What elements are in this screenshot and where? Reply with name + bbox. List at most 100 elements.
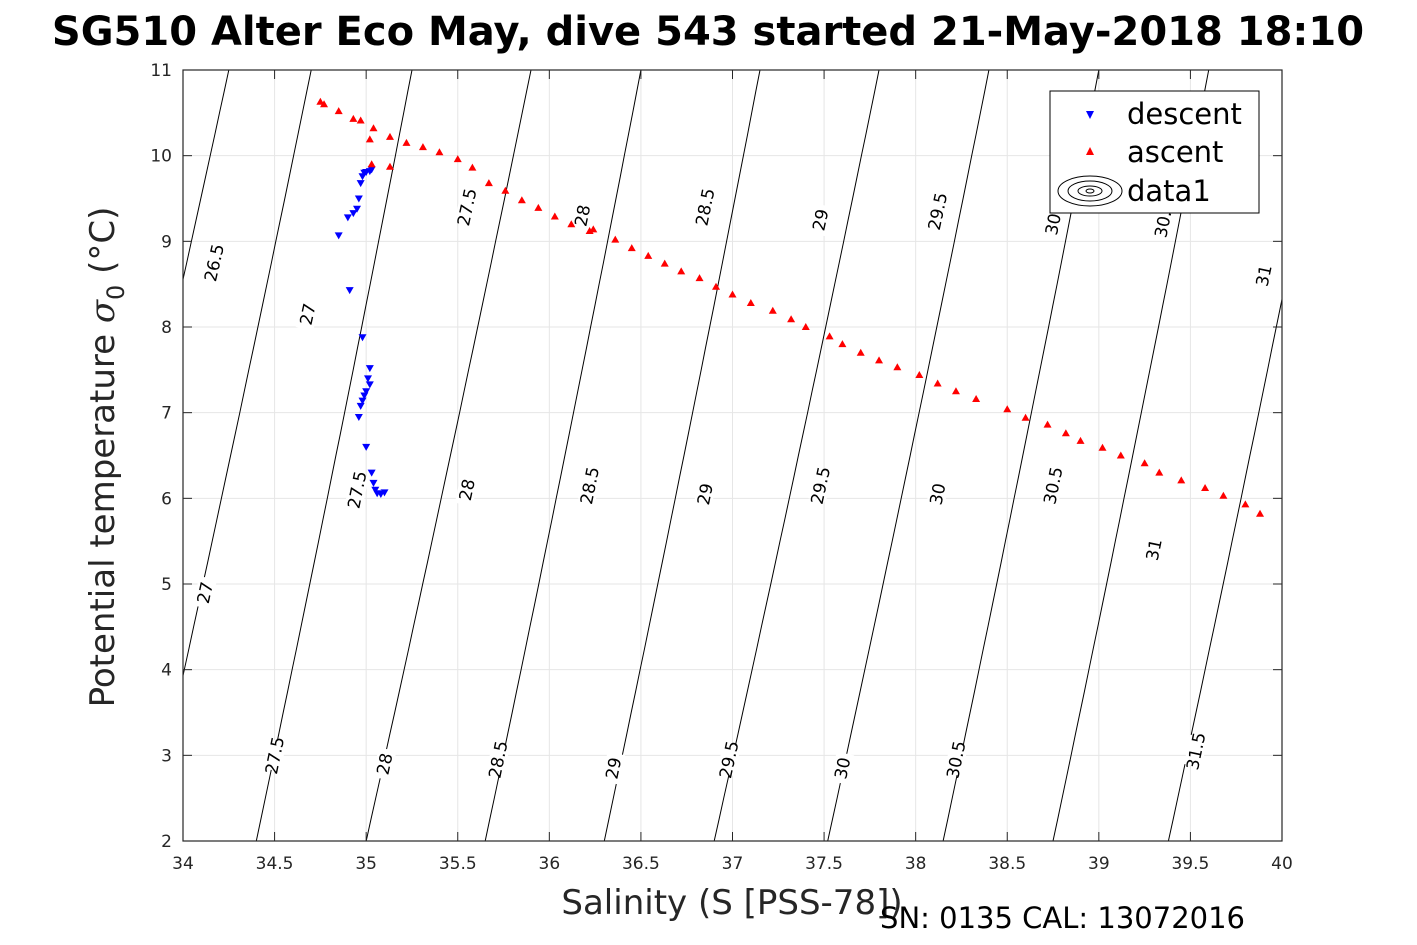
- ascent-point: [1155, 468, 1164, 476]
- contour-label-bg: [577, 468, 602, 502]
- ascent-point: [972, 394, 981, 402]
- contour-label-bg: [693, 190, 717, 224]
- isopycnal-line: [365, 70, 532, 841]
- contour-label-bg: [262, 738, 287, 772]
- ascent-point: [1201, 484, 1210, 492]
- ascent-point: [1061, 429, 1070, 437]
- contour-label-bg: [201, 246, 227, 280]
- legend-descent-label: descent: [1127, 97, 1242, 131]
- ascent-point: [484, 179, 493, 187]
- descent-point: [362, 388, 371, 396]
- ascent-point: [768, 306, 777, 314]
- ascent-point: [349, 114, 358, 122]
- ascent-point: [893, 363, 902, 371]
- ascent-point: [1241, 500, 1250, 508]
- contour-label-bg: [372, 747, 397, 781]
- contour-label-bg: [295, 297, 320, 331]
- x-tick-label: 40: [1271, 854, 1293, 874]
- axis-ticks: 34 34.5 35 35.5 36 36.5 37 37.5 38 38.5 39 39.5 4023…: [150, 61, 1292, 874]
- descent-point: [345, 287, 354, 295]
- ascent-point: [915, 370, 924, 378]
- ascent-point: [589, 225, 598, 233]
- ascent-point: [1256, 509, 1265, 517]
- ascent-point: [385, 162, 394, 170]
- ascent-point: [356, 116, 365, 124]
- ascent-point: [501, 186, 510, 194]
- ascent-point: [728, 290, 737, 298]
- ascent-point: [316, 97, 325, 105]
- contour-label-bg: [716, 743, 741, 777]
- ascent-point: [534, 203, 543, 211]
- contour-label: 27: [194, 580, 218, 605]
- x-tick-label: 38: [905, 854, 927, 874]
- ascent-point: [334, 107, 343, 115]
- descent-point: [354, 195, 363, 203]
- contour-label-bg: [1142, 533, 1166, 567]
- contour-label: 28: [373, 751, 397, 776]
- descent-point: [362, 443, 371, 451]
- ascent-point: [856, 348, 865, 356]
- y-axis-label: Potential temperature σ0 (°C): [83, 207, 130, 708]
- x-tick-label: 37: [722, 854, 744, 874]
- y-tick-label: 4: [161, 661, 172, 681]
- descent-point: [354, 413, 363, 421]
- descent-point: [365, 365, 374, 373]
- contour-label-bg: [693, 477, 717, 511]
- descent-point: [353, 205, 362, 213]
- ascent-point: [677, 267, 686, 275]
- contour-label: 30: [831, 756, 855, 781]
- isopycnal-line: [183, 70, 230, 282]
- ascent-point: [1116, 451, 1125, 459]
- y-axis-label-unit: (°C): [83, 207, 123, 285]
- data-series: [316, 97, 1265, 517]
- contour-label-bg: [570, 199, 595, 233]
- y-tick-label: 6: [161, 489, 172, 509]
- descent-point: [360, 392, 369, 400]
- contour-label-bg: [345, 473, 369, 507]
- contour-label-bg: [925, 194, 950, 228]
- ascent-point: [369, 124, 378, 132]
- contour-label: 27: [297, 302, 321, 327]
- x-tick-label: 34: [172, 854, 194, 874]
- ascent-point: [695, 274, 704, 282]
- legend-ascent-label: ascent: [1127, 135, 1223, 169]
- contour-label: 30: [1042, 212, 1066, 237]
- ascent-point: [1098, 443, 1107, 451]
- y-tick-label: 5: [161, 575, 172, 595]
- contour-label-bg: [1041, 207, 1065, 241]
- contour-label: 29: [694, 482, 718, 507]
- descent-point: [367, 469, 376, 477]
- descent-series: [334, 166, 389, 499]
- ascent-point: [1021, 413, 1030, 421]
- ascent-point: [825, 332, 834, 340]
- x-tick-label: 35.5: [439, 854, 477, 874]
- contour-label: 28: [571, 203, 595, 228]
- ascent-point: [1219, 491, 1228, 499]
- x-tick-label: 34.5: [256, 854, 294, 874]
- ascent-point: [367, 160, 376, 168]
- contour-label: 29: [602, 756, 626, 781]
- descent-point: [365, 381, 374, 389]
- legend-data1-label: data1: [1127, 174, 1211, 208]
- ascent-point: [1076, 436, 1085, 444]
- contour-label-bg: [830, 751, 855, 785]
- ascent-point: [320, 100, 329, 108]
- x-tick-label: 37.5: [805, 854, 843, 874]
- x-tick-label: 35: [355, 854, 377, 874]
- descent-point: [334, 232, 343, 240]
- isopycnal-line: [713, 70, 880, 841]
- descent-point: [380, 489, 389, 497]
- footer-serial-calibration: SN: 0135 CAL: 13072016: [880, 901, 1245, 935]
- descent-point: [358, 397, 367, 405]
- x-tick-label: 38.5: [988, 854, 1026, 874]
- contour-label-bg: [193, 576, 217, 610]
- contour-label: 29: [809, 207, 833, 232]
- descent-point: [349, 210, 358, 218]
- y-tick-label: 8: [161, 318, 172, 338]
- contour-label-bg: [601, 751, 626, 785]
- y-tick-label: 3: [161, 746, 172, 766]
- isopycnal-line: [827, 70, 990, 841]
- contour-label-bg: [808, 203, 833, 237]
- y-axis-label-sigma: σ: [83, 299, 123, 323]
